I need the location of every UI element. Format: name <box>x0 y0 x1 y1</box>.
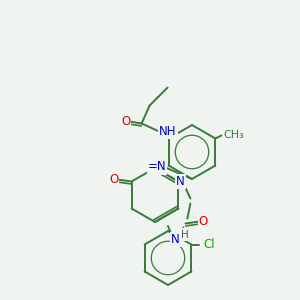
Text: H: H <box>181 230 188 239</box>
Text: =N: =N <box>148 160 166 173</box>
Text: O: O <box>121 115 130 128</box>
Text: CH₃: CH₃ <box>223 130 244 140</box>
Text: N: N <box>171 233 180 246</box>
Text: O: O <box>109 173 118 186</box>
Text: N: N <box>176 175 185 188</box>
Text: NH: NH <box>159 125 176 138</box>
Text: Cl: Cl <box>204 238 215 251</box>
Text: O: O <box>199 215 208 228</box>
